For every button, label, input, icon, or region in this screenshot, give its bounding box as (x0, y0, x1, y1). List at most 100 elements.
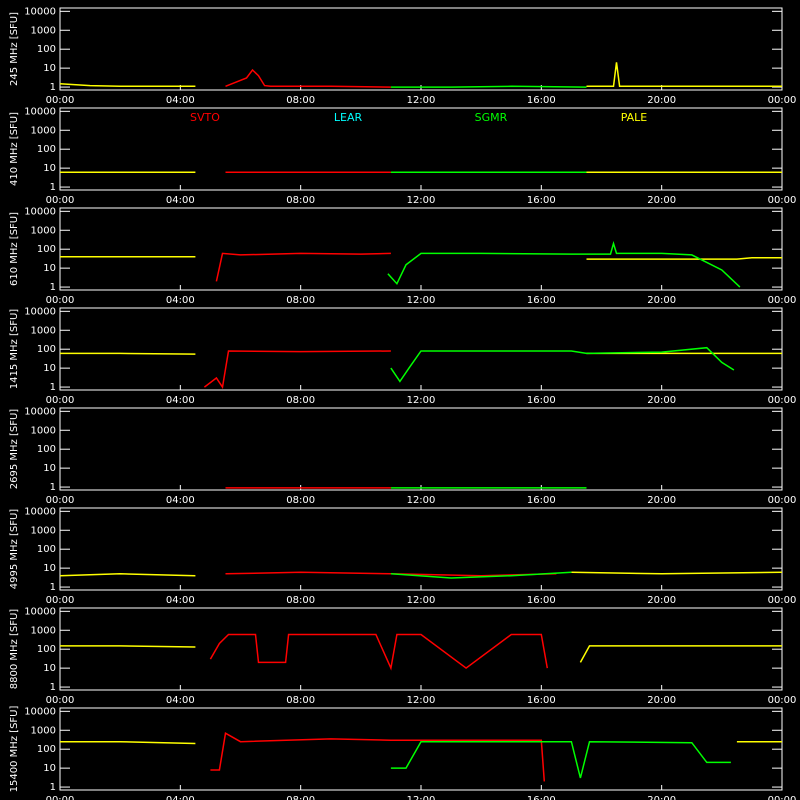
x-tick-label: 00:00 (768, 195, 797, 206)
x-tick-label: 08:00 (286, 595, 315, 606)
series-line (60, 255, 782, 260)
x-tick-label: 00:00 (46, 395, 75, 406)
x-tick-label: 08:00 (286, 195, 315, 206)
x-tick-label: 04:00 (166, 495, 195, 506)
y-tick-label: 100 (37, 644, 56, 655)
y-tick-label: 1 (50, 682, 56, 693)
y-tick-label: 1 (50, 82, 56, 93)
plot-frame (59, 707, 783, 791)
series-line (390, 571, 572, 579)
y-tick-label: 100 (37, 544, 56, 555)
series-line (60, 645, 782, 663)
series-line (203, 350, 391, 390)
x-tick-label: 12:00 (407, 195, 436, 206)
y-tick-label: 100 (37, 44, 56, 55)
series-line (390, 740, 731, 779)
x-tick-label: 04:00 (166, 795, 195, 800)
legend-label: SVTO (190, 111, 220, 124)
series-line (59, 62, 782, 88)
plot-frame (59, 7, 783, 91)
x-tick-label: 12:00 (407, 795, 436, 800)
y-axis-label: 245 MHz [SFU] (9, 12, 20, 86)
y-tick-label: 100 (37, 244, 56, 255)
y-axis-label: 1415 MHz [SFU] (9, 309, 20, 390)
plot-frame (59, 407, 783, 491)
x-tick-label: 16:00 (527, 595, 556, 606)
x-tick-label: 04:00 (166, 595, 195, 606)
x-tick-label: 00:00 (46, 595, 75, 606)
y-tick-label: 10000 (24, 706, 56, 717)
x-tick-label: 04:00 (166, 295, 195, 306)
x-tick-label: 08:00 (286, 495, 315, 506)
y-tick-label: 1000 (31, 525, 56, 536)
y-tick-label: 1000 (31, 225, 56, 236)
x-tick-label: 12:00 (407, 395, 436, 406)
plot-frame (59, 107, 783, 191)
plot-frame (59, 207, 783, 291)
x-tick-label: 04:00 (166, 195, 195, 206)
series-line (209, 633, 549, 671)
x-tick-label: 12:00 (407, 295, 436, 306)
y-tick-label: 1 (50, 382, 56, 393)
x-tick-label: 08:00 (286, 395, 315, 406)
x-tick-label: 00:00 (768, 795, 797, 800)
y-tick-label: 1000 (31, 325, 56, 336)
y-tick-label: 1000 (31, 625, 56, 636)
x-tick-label: 20:00 (647, 295, 676, 306)
x-tick-label: 16:00 (527, 295, 556, 306)
x-tick-label: 00:00 (768, 295, 797, 306)
plot-frame (59, 607, 783, 691)
x-tick-label: 12:00 (407, 695, 436, 706)
x-tick-label: 04:00 (166, 695, 195, 706)
y-tick-label: 10 (43, 63, 56, 74)
y-tick-label: 10 (43, 463, 56, 474)
x-tick-label: 16:00 (527, 95, 556, 106)
series-line (60, 352, 782, 355)
x-tick-label: 00:00 (46, 195, 75, 206)
x-tick-label: 08:00 (286, 695, 315, 706)
x-tick-label: 00:00 (46, 95, 75, 106)
y-tick-label: 10000 (24, 406, 56, 417)
x-tick-label: 08:00 (286, 295, 315, 306)
x-tick-label: 12:00 (407, 595, 436, 606)
x-tick-label: 20:00 (647, 95, 676, 106)
x-tick-label: 12:00 (407, 95, 436, 106)
x-tick-label: 12:00 (407, 495, 436, 506)
y-tick-label: 10000 (24, 506, 56, 517)
y-tick-label: 1 (50, 782, 56, 793)
series-line (60, 740, 782, 745)
x-tick-label: 08:00 (286, 795, 315, 800)
y-tick-label: 100 (37, 444, 56, 455)
x-tick-label: 00:00 (768, 495, 797, 506)
x-tick-label: 20:00 (647, 695, 676, 706)
y-tick-label: 10000 (24, 606, 56, 617)
y-axis-label: 2695 MHz [SFU] (9, 409, 20, 490)
y-tick-label: 1000 (31, 25, 56, 36)
y-tick-label: 1000 (31, 125, 56, 136)
series-line (210, 732, 546, 782)
x-tick-label: 20:00 (647, 495, 676, 506)
y-tick-label: 10 (43, 563, 56, 574)
y-axis-label: 4995 MHz [SFU] (9, 509, 20, 590)
y-tick-label: 100 (37, 144, 56, 155)
y-tick-label: 1000 (31, 725, 56, 736)
y-axis-label: 15400 MHz [SFU] (9, 706, 20, 793)
x-tick-label: 00:00 (768, 395, 797, 406)
y-tick-label: 10 (43, 763, 56, 774)
y-tick-label: 10 (43, 263, 56, 274)
y-axis-label: 410 MHz [SFU] (9, 112, 20, 186)
series-line (387, 240, 741, 288)
x-tick-label: 16:00 (527, 395, 556, 406)
plot-frame (59, 307, 783, 391)
legend-label: SGMR (475, 111, 508, 124)
x-tick-label: 08:00 (286, 95, 315, 106)
x-tick-label: 16:00 (527, 195, 556, 206)
y-tick-label: 100 (37, 744, 56, 755)
y-tick-label: 1 (50, 182, 56, 193)
series-line (215, 252, 391, 282)
x-tick-label: 04:00 (166, 95, 195, 106)
y-tick-label: 10 (43, 363, 56, 374)
x-tick-label: 20:00 (647, 395, 676, 406)
legend-label: LEAR (334, 111, 363, 124)
